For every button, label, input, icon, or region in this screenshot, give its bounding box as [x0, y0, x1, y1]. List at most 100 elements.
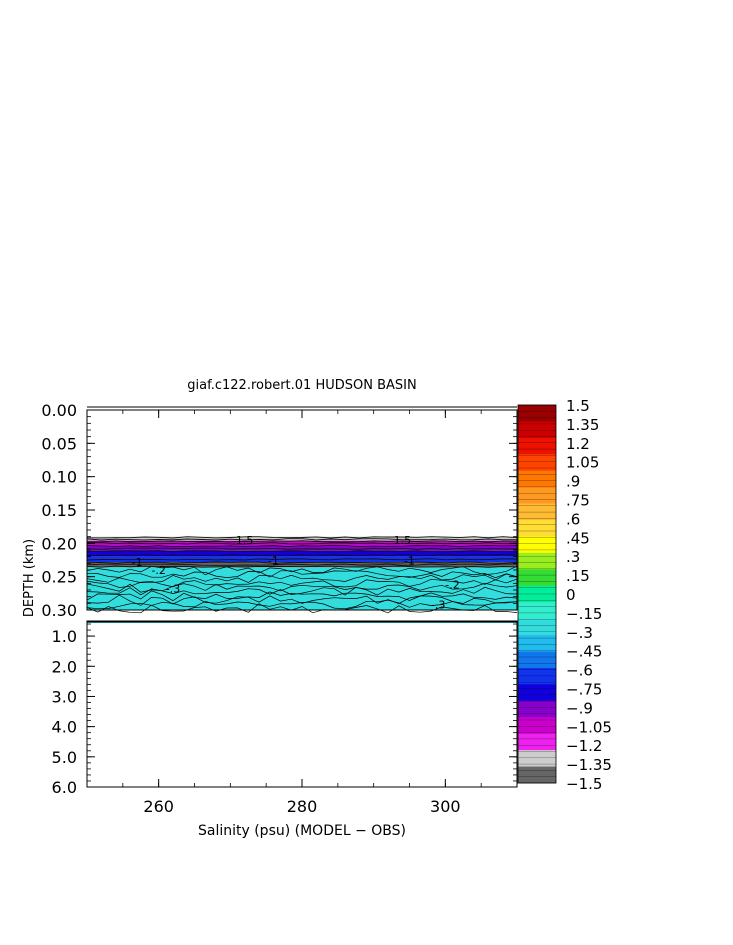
contour-line-9: [86, 603, 518, 614]
contour-label-8: -.3: [431, 599, 445, 612]
lower-y-tick-label-3: 4.0: [52, 718, 77, 737]
interface-contour-11: [86, 565, 518, 568]
colorbar-segment-8: [518, 536, 556, 554]
lower-y-tick-label-4: 5.0: [52, 748, 77, 767]
contour-line-1: [86, 570, 518, 579]
colorbar-segment-9: [518, 552, 556, 570]
contour-label-1: 1.5: [394, 534, 412, 547]
colorbar-label-16: −.9: [566, 699, 593, 717]
colorbar-frame: [517, 404, 557, 784]
colorbar-segment-7: [518, 520, 556, 537]
colorbar: 1.51.351.21.05.9.75.6.45.3.150−.15−.3−.4…: [517, 397, 612, 793]
colorbar-label-3: 1.05: [566, 454, 599, 472]
colorbar-segment-15: [518, 651, 556, 669]
field-layer-1: [87, 540, 517, 546]
colorbar-label-2: 1.2: [566, 435, 590, 453]
upper-y-tick-label-5: 0.25: [41, 568, 77, 587]
colorbar-segment-16: [518, 667, 556, 685]
colorbar-label-19: −1.35: [566, 756, 612, 774]
colorbar-label-8: .3: [566, 548, 580, 566]
contour-label-0: 1.5: [236, 534, 254, 547]
colorbar-label-13: −.45: [566, 643, 602, 661]
interface-contour-8: [86, 558, 518, 561]
interface-contour-4: [86, 544, 518, 548]
contour-label-6: -.2: [445, 579, 459, 592]
interface-contour-5: [86, 547, 518, 550]
contour-line-3: [86, 578, 518, 588]
upper-depth-panel: 1.5 1.5-1 -1 -1-.2-.2-.3-.3: [86, 534, 518, 614]
field-layer-4: [87, 556, 517, 562]
colorbar-segment-21: [518, 750, 556, 767]
lower-panel-frame: [86, 620, 518, 788]
colorbar-segment-14: [518, 635, 556, 652]
interface-contour-1: [86, 538, 517, 541]
colorbar-label-5: .75: [566, 492, 590, 510]
colorbar-segment-2: [518, 437, 556, 455]
upper-y-tick-label-4: 0.20: [41, 534, 77, 553]
upper-y-tick-label-3: 0.15: [41, 501, 77, 520]
x-tick-label-1: 280: [287, 797, 318, 816]
colorbar-segment-13: [518, 618, 556, 636]
interface-contour-9: [86, 561, 518, 564]
contour-line-5: [86, 586, 518, 596]
upper-y-tick-label-1: 0.05: [41, 434, 77, 453]
contour-label-5: -.2: [151, 564, 165, 577]
colorbar-label-12: −.3: [566, 624, 593, 642]
axes-layer: 0.00 0.05 0.10 0.15 0.20 0.25 0.30 1.0 2.0 3.0 4.0…: [41, 401, 518, 816]
x-tick-label-2: 300: [430, 797, 461, 816]
lower-y-tick-label-1: 2.0: [52, 657, 77, 676]
upper-y-tick-label-2: 0.10: [41, 468, 77, 487]
colorbar-label-0: 1.5: [566, 397, 590, 415]
contour-label-3: -1: [268, 555, 279, 568]
colorbar-segment-22: [518, 766, 556, 784]
colorbar-label-14: −.6: [566, 662, 593, 680]
colorbar-label-1: 1.35: [566, 416, 599, 434]
colorbar-segment-0: [518, 405, 556, 422]
lower-y-tick-label-2: 3.0: [52, 687, 77, 706]
chart-title: giaf.c122.robert.01 HUDSON BASIN: [187, 378, 416, 393]
contour-label-4: -1: [404, 555, 415, 568]
lower-y-tick-label-0: 1.0: [52, 627, 77, 646]
contour-line-8: [86, 599, 518, 610]
colorbar-segment-1: [518, 421, 556, 439]
interface-contour-3: [86, 542, 517, 545]
interface-contour-0: [86, 536, 518, 539]
contour-line-0: [86, 565, 518, 576]
colorbar-segment-10: [518, 569, 556, 587]
colorbar-label-18: −1.2: [566, 737, 602, 755]
field-layer-3: [87, 550, 517, 557]
colorbar-segment-4: [518, 470, 556, 488]
lower-y-tick-label-5: 6.0: [52, 778, 77, 797]
colorbar-label-11: −.15: [566, 605, 602, 623]
upper-y-tick-label-0: 0.00: [41, 401, 77, 420]
colorbar-segment-19: [518, 717, 556, 734]
colorbar-label-4: .9: [566, 473, 580, 491]
colorbar-segment-5: [518, 487, 556, 504]
colorbar-label-20: −1.5: [566, 775, 602, 793]
x-tick-label-0: 260: [143, 797, 174, 816]
interface-contour-6: [87, 550, 518, 553]
colorbar-label-9: .15: [566, 567, 590, 585]
contour-line-2: [86, 573, 518, 584]
lower-depth-panel: [87, 621, 517, 623]
colorbar-label-10: 0: [566, 586, 576, 604]
colorbar-segment-12: [518, 602, 556, 619]
contour-line-7: [86, 594, 518, 606]
contour-line-6: [86, 590, 518, 602]
colorbar-segment-17: [518, 684, 556, 702]
colorbar-segment-3: [518, 454, 556, 472]
interface-contour-2: [87, 540, 518, 543]
upper-y-tick-label-6: 0.30: [41, 601, 77, 620]
contour-label-2: -1: [132, 556, 143, 569]
colorbar-label-7: .45: [566, 529, 590, 547]
contour-label-7: -.3: [166, 583, 180, 596]
interface-contour-7: [86, 554, 518, 557]
colorbar-segment-18: [518, 700, 556, 718]
colorbar-label-17: −1.05: [566, 718, 612, 736]
interface-contour-10: [86, 563, 518, 566]
x-axis-label: Salinity (psu) (MODEL − OBS): [198, 823, 406, 839]
colorbar-segment-20: [518, 733, 556, 751]
colorbar-label-15: −.75: [566, 681, 602, 699]
field-layer-2: [87, 545, 517, 551]
